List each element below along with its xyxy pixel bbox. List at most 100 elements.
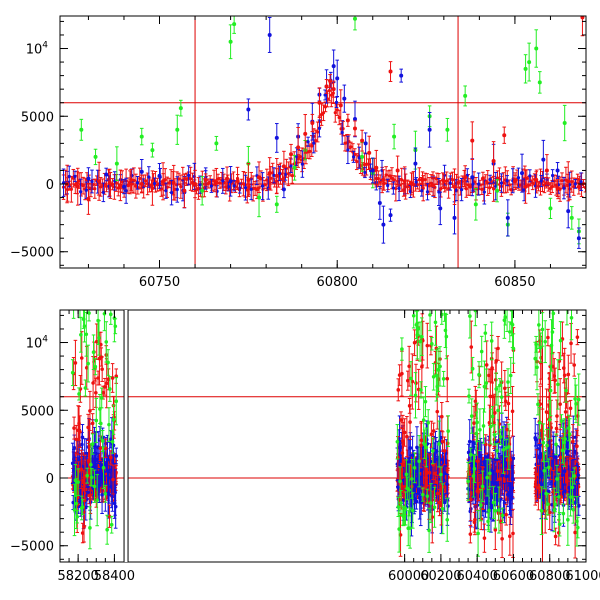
data-point-blue — [306, 140, 310, 144]
data-point-blue — [454, 188, 458, 192]
data-point-blue — [249, 187, 253, 191]
data-point-blue — [363, 170, 367, 175]
data-point-red — [94, 390, 98, 395]
data-point-blue — [121, 184, 126, 189]
data-point-red — [257, 175, 262, 180]
data-point-blue — [520, 171, 525, 176]
data-point-green — [94, 418, 99, 423]
data-point-blue — [274, 135, 279, 140]
data-point-green — [70, 370, 75, 375]
data-point-red — [298, 154, 302, 159]
data-point-red — [360, 138, 365, 143]
data-point-green — [360, 154, 365, 159]
data-point-red — [509, 188, 513, 192]
data-point-blue — [100, 493, 104, 497]
data-point-green — [104, 340, 109, 344]
data-point-green — [110, 439, 115, 444]
data-point-red — [345, 118, 350, 123]
data-point-red — [329, 93, 333, 97]
data-point-red — [405, 434, 409, 439]
data-point-blue — [278, 171, 282, 176]
data-point-blue — [528, 174, 532, 178]
data-point-red — [544, 168, 549, 173]
data-point-blue — [477, 182, 481, 186]
data-point-green — [108, 387, 112, 391]
data-point-blue — [228, 179, 233, 184]
data-point-green — [139, 134, 144, 139]
data-point-blue — [226, 185, 231, 189]
data-point-blue — [573, 182, 577, 186]
data-point-green — [79, 332, 83, 337]
data-point-blue — [157, 173, 162, 178]
data-point-blue — [114, 454, 119, 458]
data-point-blue — [139, 169, 144, 174]
data-point-blue — [221, 179, 225, 183]
data-point-red — [235, 179, 240, 184]
data-point-blue — [452, 215, 457, 220]
data-point-blue — [238, 186, 242, 190]
data-point-red — [317, 100, 322, 105]
data-point-red — [138, 176, 142, 181]
data-point-red — [560, 178, 564, 183]
data-point-green — [214, 141, 219, 146]
data-point-blue — [331, 64, 336, 69]
data-point-red — [310, 121, 315, 126]
data-point-green — [105, 527, 109, 532]
data-point-red — [290, 173, 294, 178]
data-point-red — [72, 426, 76, 430]
data-point-green — [178, 106, 183, 111]
data-point-green — [76, 480, 80, 484]
data-point-green — [99, 396, 104, 400]
data-point-red — [439, 187, 443, 191]
data-point-green — [569, 215, 574, 220]
data-point-blue — [541, 157, 546, 162]
data-point-blue — [342, 96, 347, 101]
data-point-blue — [187, 173, 191, 177]
data-point-red — [144, 179, 148, 183]
data-point-blue — [363, 141, 368, 146]
data-point-green — [109, 522, 114, 527]
data-point-green — [80, 505, 85, 509]
data-point-green — [200, 188, 205, 193]
data-point-red — [129, 177, 134, 182]
data-point-blue — [246, 107, 251, 112]
data-point-blue — [516, 176, 521, 180]
data-point-blue — [420, 189, 424, 193]
data-point-red — [536, 184, 541, 188]
data-point-green — [562, 121, 567, 126]
data-point-blue — [99, 472, 104, 476]
data-point-green — [91, 350, 96, 355]
data-point-red — [263, 182, 267, 187]
data-point-red — [466, 183, 470, 187]
data-point-green — [175, 127, 180, 132]
data-point-green — [88, 526, 92, 530]
data-point-red — [408, 420, 412, 424]
data-point-blue — [86, 176, 91, 181]
data-point-blue — [169, 191, 174, 195]
data-point-red — [580, 16, 585, 20]
data-point-red — [333, 111, 337, 115]
data-point-red — [77, 178, 81, 183]
data-point-red — [400, 178, 404, 182]
data-point-blue — [522, 188, 526, 192]
y-tick-label: 104 — [26, 41, 49, 58]
data-point-green — [292, 165, 297, 170]
data-point-red — [352, 126, 357, 131]
data-point-red — [523, 184, 528, 189]
data-point-red — [107, 180, 112, 185]
data-point-red — [111, 477, 115, 482]
data-point-red — [400, 371, 404, 376]
data-point-red — [399, 418, 403, 422]
data-point-blue — [80, 442, 84, 447]
data-point-red — [246, 177, 251, 182]
data-point-blue — [104, 172, 109, 177]
data-point-red — [402, 430, 407, 435]
data-point-blue — [576, 236, 581, 241]
data-point-blue — [281, 187, 286, 192]
data-point-green — [103, 491, 108, 496]
data-point-blue — [388, 213, 393, 218]
data-point-red — [374, 165, 379, 170]
data-point-blue — [67, 174, 71, 179]
data-point-blue — [413, 161, 418, 166]
data-point-red — [179, 185, 183, 189]
